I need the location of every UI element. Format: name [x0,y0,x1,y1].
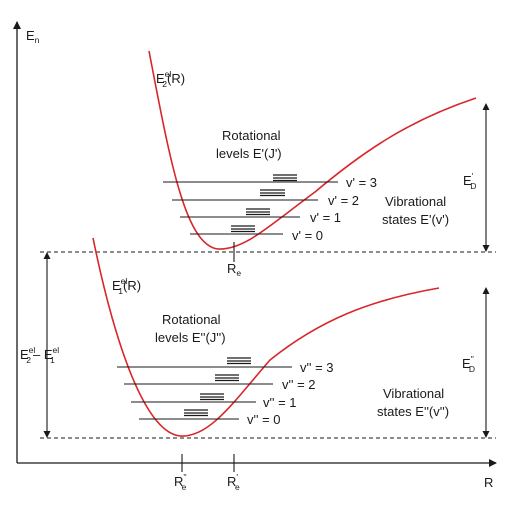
lower-potential-curve [92,237,440,437]
x-axis-label: R [484,475,493,490]
upper-vibrational-label-line2: states E'(v') [382,212,449,227]
lower-rot-marks-v2 [215,374,239,382]
lower-vib-label-0: v'' = 0 [247,412,281,427]
upper-potential-curve [148,50,477,250]
lower-vibrational-label-line1: Vibrational [383,386,444,401]
lower-dissociation-label: E'' D [462,354,475,374]
lower-rotational-label-line2: levels E''(J'') [155,330,226,345]
lower-vib-label-3: v'' = 3 [300,360,334,375]
upper-vib-label-0: v' = 0 [292,228,323,243]
upper-rot-marks-v2 [260,189,285,197]
upper-vibrational-label-line1: Vibrational [385,194,446,209]
electronic-gap-label: Eel 2– Eel 1 [20,345,59,365]
lower-rot-marks-v0 [184,409,208,417]
upper-rot-marks-v1 [246,208,270,216]
y-axis-label: En [26,28,40,45]
upper-re-label: Re [227,261,241,278]
upper-vib-label-3: v' = 3 [346,175,377,190]
upper-vib-label-1: v' = 1 [310,210,341,225]
upper-dissociation-label: E' D [463,171,476,191]
lower-re-axis-label: R'' e [174,472,187,492]
upper-vib-label-2: v' = 2 [328,193,359,208]
upper-rotational-label-line1: Rotational [222,128,281,143]
upper-rot-marks-v0 [231,225,255,233]
lower-vibrational-label-line2: states E''(v'') [377,404,449,419]
upper-re-axis-label: R' e [227,472,240,492]
lower-rotational-label-line1: Rotational [162,312,221,327]
upper-curve-label: Eel 2(R) [156,69,185,89]
lower-rot-marks-v3 [227,357,251,365]
lower-curve-label: Eel 1(R) [112,276,141,296]
upper-rotational-label-line2: levels E'(J') [216,146,282,161]
lower-vib-label-1: v'' = 1 [263,395,297,410]
upper-rot-marks-v3 [273,174,297,182]
lower-rot-marks-v1 [200,393,224,401]
lower-vib-label-2: v'' = 2 [282,377,316,392]
